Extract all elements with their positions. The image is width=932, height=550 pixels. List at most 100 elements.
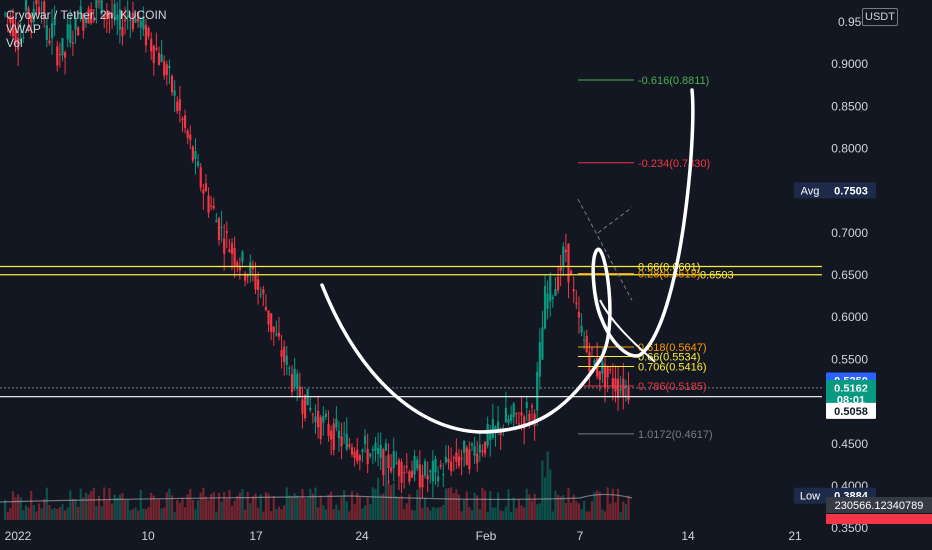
volume-bar — [108, 488, 111, 520]
candle-body — [369, 453, 372, 457]
volume-bar — [233, 500, 236, 520]
volume-bar — [366, 497, 369, 520]
candle-body — [317, 410, 320, 428]
candle-body — [390, 467, 393, 472]
fib-level-label: 0.28(0.6518) — [638, 268, 700, 280]
candle-body — [150, 39, 153, 52]
volume-bar — [314, 487, 317, 520]
symbol-title[interactable]: Cryowar / Tether, 2h, KUCOIN — [6, 8, 167, 22]
candle-body — [35, 0, 38, 5]
candle-body — [301, 399, 304, 414]
volume-bar — [392, 483, 395, 520]
volume-bar — [363, 505, 367, 520]
candle-body — [293, 368, 296, 387]
candle-body — [142, 16, 145, 30]
candle-body — [395, 462, 398, 464]
candle-body — [77, 27, 80, 36]
candle-body — [254, 275, 257, 290]
volume-bar — [387, 480, 390, 520]
candle-body — [82, 17, 85, 31]
volume-bar — [189, 488, 192, 520]
volume-bar — [319, 495, 322, 520]
candle-body — [353, 451, 356, 459]
candle-body — [272, 326, 275, 333]
volume-bar — [405, 503, 408, 520]
volume-indicator-label[interactable]: Vol — [6, 36, 23, 50]
candle-body — [361, 449, 364, 452]
volume-bar — [577, 503, 581, 520]
candle-body — [536, 371, 539, 411]
volume-bar — [465, 491, 468, 520]
volume-bar — [520, 505, 523, 520]
volume-bar — [163, 507, 166, 520]
candle-body — [134, 18, 137, 23]
candle-body — [186, 130, 189, 138]
candle-body — [257, 279, 260, 290]
candle-body — [165, 64, 168, 75]
y-tick-label: 0.8000 — [831, 141, 868, 155]
candle-body — [434, 458, 437, 473]
vwap-indicator-label[interactable]: VWAP — [6, 22, 41, 36]
volume-bar — [470, 510, 474, 520]
candle-body — [243, 273, 247, 281]
candle-body — [322, 416, 325, 423]
volume-bar — [43, 498, 46, 520]
candle-body — [251, 266, 254, 270]
volume-bar — [515, 508, 518, 520]
candle-body — [478, 444, 481, 453]
candle-body — [155, 47, 158, 50]
candle-body — [416, 459, 419, 469]
candle-body — [90, 9, 93, 24]
volume-bar — [463, 499, 466, 520]
candle-body — [337, 430, 341, 438]
volume-bar — [455, 489, 458, 520]
volume-bar — [272, 496, 275, 520]
candle-body — [79, 6, 82, 20]
volume-bar — [616, 488, 620, 520]
volume-bar — [413, 510, 416, 520]
candle-body — [491, 419, 494, 438]
candle-body — [210, 205, 213, 207]
candle-body — [463, 440, 466, 453]
candle-body — [606, 366, 609, 378]
candle-body — [220, 227, 223, 229]
volume-bar — [202, 487, 205, 520]
y-tick-label: 0.8500 — [831, 99, 868, 113]
candle-body — [481, 450, 484, 453]
volume-bar — [483, 490, 487, 520]
candle-body — [129, 19, 132, 22]
candle-body — [374, 442, 377, 451]
candle-body — [40, 12, 43, 14]
volume-bar — [303, 498, 307, 520]
fib-level-label: -0.616(0.8811) — [638, 75, 709, 87]
candle-body — [614, 378, 617, 392]
candle-body — [384, 443, 388, 451]
y-tick-label: 0.6500 — [831, 268, 868, 282]
volume-bar — [570, 502, 573, 520]
candle-body — [567, 243, 570, 283]
candle-body — [123, 19, 127, 22]
candle-body — [285, 355, 288, 365]
candle-body — [160, 54, 163, 62]
candle-body — [71, 42, 75, 45]
currency-unit-badge[interactable]: USDT — [862, 8, 898, 26]
candle-body — [473, 446, 476, 456]
volume-bar — [457, 494, 461, 520]
volume-bar — [243, 509, 247, 520]
volume-bar — [410, 509, 414, 520]
fib-level-label: -0.234(0.7830) — [638, 158, 710, 170]
volume-bar — [100, 506, 103, 520]
handle-trend-line — [599, 299, 656, 363]
volume-bar — [530, 500, 534, 520]
volume-bar — [170, 495, 174, 520]
volume-bar — [447, 488, 450, 520]
volume-bar — [11, 491, 15, 520]
candle-body — [358, 455, 361, 461]
volume-bar — [116, 498, 119, 520]
candle-body — [371, 449, 374, 451]
volume-bar — [309, 488, 312, 520]
volume-bar — [277, 506, 281, 520]
volume-bar — [619, 511, 622, 520]
volume-bar — [429, 510, 432, 520]
